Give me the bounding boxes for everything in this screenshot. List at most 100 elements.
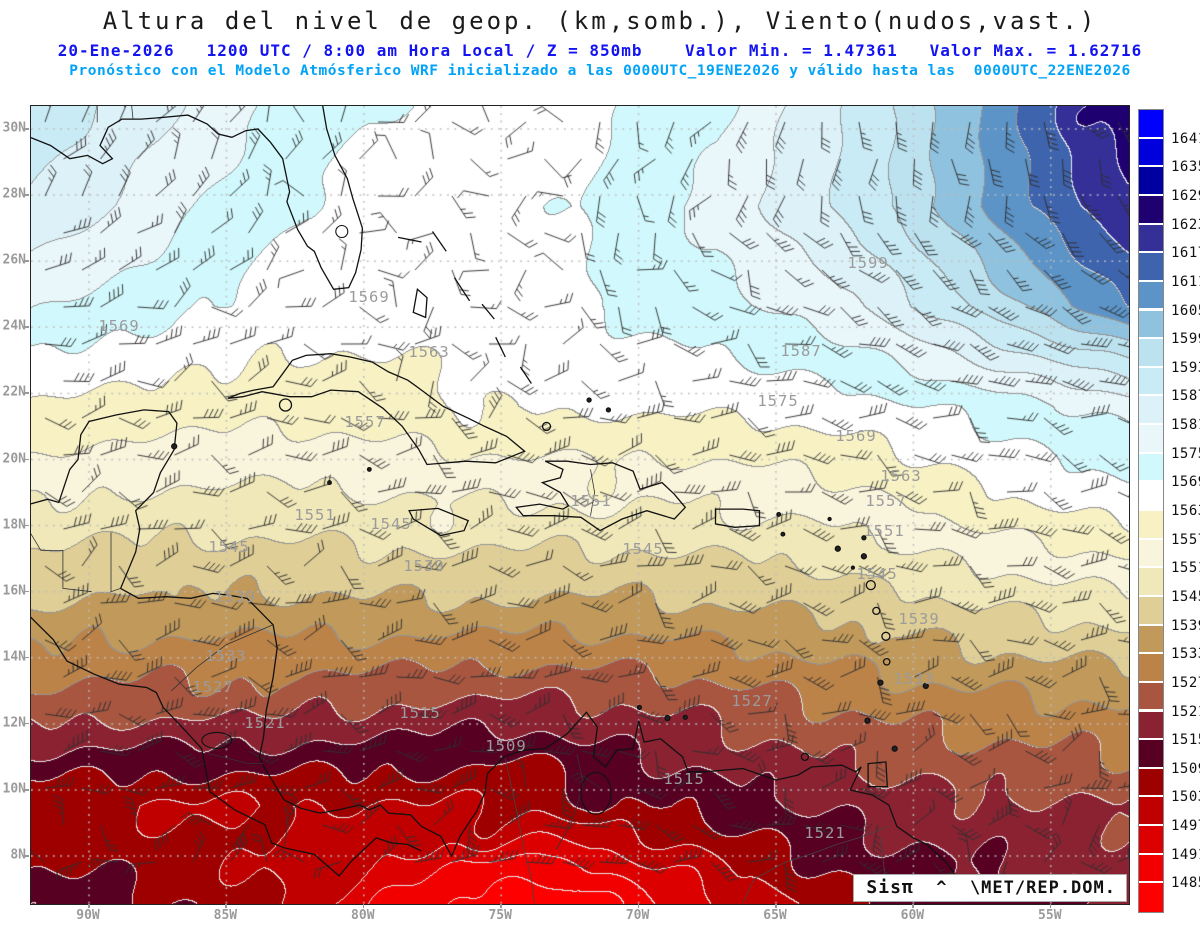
island: [800, 752, 810, 762]
contour-label: 1569: [98, 317, 140, 335]
colorbar-label: 1509: [1171, 760, 1200, 777]
y-axis-tick-label: 24N: [2, 318, 26, 334]
lake: [580, 771, 612, 815]
contour-label: 1551: [570, 492, 612, 510]
y-tick-mark: [25, 458, 29, 460]
colorbar-band: [1139, 167, 1163, 196]
island: [872, 606, 881, 616]
contour-label: 1563: [880, 467, 922, 485]
contour-label: 1545: [622, 540, 664, 558]
colorbar-band: [1139, 281, 1163, 311]
colorbar-label: 1515: [1171, 732, 1200, 749]
watermark-text: ^ \MET/REP.DOM.: [913, 878, 1116, 898]
colorbar-band: [1139, 253, 1163, 282]
y-tick-mark: [25, 789, 29, 791]
header: Altura del nivel de geop. (km,somb.), Vi…: [0, 0, 1200, 79]
island: [882, 657, 891, 666]
contour-label: 1587: [780, 342, 822, 360]
island: [881, 631, 891, 641]
y-tick-mark: [25, 590, 29, 593]
watermark-brand: Sisπ: [866, 877, 914, 898]
island: [586, 397, 592, 403]
coastline-path: [431, 231, 447, 252]
page-title: Altura del nivel de geop. (km,somb.), Vi…: [102, 7, 1098, 35]
x-tick-mark: [912, 904, 914, 908]
contour-label: 1599: [847, 254, 889, 272]
colorbar-label: 1557: [1171, 531, 1200, 548]
island: [891, 745, 898, 752]
y-tick-mark: [25, 194, 29, 196]
coastline-path: [412, 288, 428, 319]
border-path: [283, 804, 289, 847]
colorbar-band: [1139, 511, 1163, 540]
coastline-path: [481, 303, 495, 320]
colorbar-band: [1139, 797, 1163, 827]
border-path: [110, 532, 121, 593]
colorbar-band: [1139, 568, 1163, 597]
island: [827, 516, 832, 522]
colorbar-band: [1139, 310, 1163, 340]
island: [327, 480, 332, 486]
coastline-path: [408, 507, 470, 537]
y-axis-tick-label: 28N: [2, 186, 26, 202]
contour-label: 1515: [663, 770, 705, 788]
colorbar-label: 1587: [1171, 388, 1200, 405]
coastline-path: [867, 761, 888, 788]
x-axis-tick-label: 60W: [900, 908, 925, 923]
colorbar-label: 1527: [1171, 674, 1200, 691]
colorbar-band: [1139, 367, 1163, 397]
contour-label: 1527: [192, 678, 234, 696]
coastline-path: [31, 409, 967, 903]
colorbar-band: [1139, 711, 1163, 741]
river-path: [504, 758, 535, 903]
y-axis-tick-label: 14N: [2, 649, 26, 665]
coastline-path: [31, 106, 364, 290]
y-axis-tick-label: 8N: [10, 847, 26, 863]
contour-label: 1545: [370, 515, 412, 533]
island: [861, 535, 867, 541]
y-axis-tick-label: 12N: [2, 715, 26, 731]
colorbar-label: 1605: [1171, 302, 1200, 319]
colorbar-band: [1139, 883, 1163, 912]
contour-label: 1539: [214, 588, 256, 606]
x-axis-tick-label: 80W: [351, 908, 375, 923]
colorbar-label: 1485: [1171, 875, 1200, 892]
island: [605, 407, 612, 413]
island: [864, 717, 871, 724]
x-tick-mark: [362, 904, 365, 908]
island: [682, 714, 688, 720]
coastline-path: [453, 277, 471, 302]
island: [850, 565, 856, 570]
x-tick-mark: [225, 904, 227, 908]
y-axis-tick-label: 20N: [2, 451, 26, 466]
colorbar-label: 1563: [1171, 503, 1200, 519]
contour-label: 1509: [485, 737, 527, 755]
border-path: [208, 753, 264, 764]
y-axis-tick-label: 22N: [2, 384, 26, 400]
river-path: [742, 826, 889, 903]
contour-label: 1557: [865, 492, 907, 510]
coastline-path: [495, 336, 506, 358]
lake: [201, 731, 233, 749]
colorbar-label: 1599: [1171, 331, 1200, 348]
colorbar-label: 1539: [1171, 617, 1200, 634]
contour-label: 1515: [399, 704, 441, 722]
border-path: [590, 469, 596, 516]
colorbar-band: [1139, 195, 1163, 225]
coastline-path: [515, 460, 687, 532]
y-axis-tick-label: 10N: [2, 781, 26, 797]
map-area: 1569 1569 1563 1557 1551 1551 1545 1545 1545 1539…: [30, 105, 1130, 905]
colorbar-band: [1139, 138, 1163, 168]
island: [366, 466, 372, 472]
colorbar-label: 1617: [1171, 245, 1200, 262]
y-axis-tick-label: 16N: [2, 583, 26, 599]
y-tick-mark: [25, 524, 29, 527]
contour-labels-layer: 1569 1569 1563 1557 1551 1551 1545 1545 1545 1539…: [31, 106, 1129, 904]
coastline-path: [519, 366, 532, 384]
y-tick-mark: [25, 128, 29, 130]
colorbar-band: [1139, 110, 1163, 139]
y-axis-tick-label: 30N: [2, 120, 26, 136]
contour-label: 1569: [348, 288, 390, 306]
